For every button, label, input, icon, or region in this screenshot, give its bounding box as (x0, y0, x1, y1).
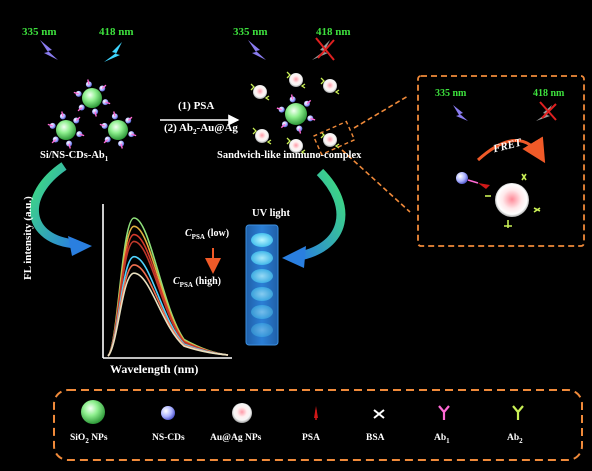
bsa-icon (373, 409, 385, 419)
legend-label-main: Ab (434, 433, 447, 443)
zoom-wavelength-335: 335 nm (435, 88, 467, 99)
legend-box (53, 389, 583, 461)
fret-zoom-panel (417, 75, 585, 247)
reaction-step-ab2: (2) Ab2-Au@Ag (164, 122, 238, 137)
zoom-connector-top (353, 95, 409, 129)
legend-label-main: Ab (507, 433, 520, 443)
left-complex-label: Si/NS-CDs-Ab1 (40, 150, 109, 164)
wavelength-335-mid: 335 nm (233, 26, 268, 38)
zoom-au-ag-nanoparticle-icon (485, 173, 541, 228)
chart-y-label: FL intensity (a.u.) (22, 196, 34, 280)
cuvette-well-2 (251, 251, 273, 265)
sio2-particle-top (73, 79, 111, 117)
legend-label-4: PSA (302, 433, 320, 443)
legend-label-main: SiO (70, 433, 86, 443)
c-psa-high-label: CPSA (high) (173, 276, 221, 289)
reaction-step-psa: (1) PSA (178, 100, 215, 112)
fl-spectrum-chart (102, 204, 232, 359)
chart-x-label: Wavelength (nm) (110, 362, 199, 376)
lightning-335-mid-icon (248, 40, 266, 60)
lightning-418-mid-blocked-icon (312, 37, 335, 61)
cuvette-well-4 (251, 287, 273, 301)
legend-label-main: Au@Ag NPs (210, 433, 262, 443)
legend-label-main: NS-CDs (152, 433, 185, 443)
sandwich-immuno-complex (250, 71, 340, 155)
legend-label-3: Au@Ag NPs (210, 433, 261, 443)
sio2-particle-center (276, 94, 316, 134)
au-ag-particle-4 (320, 131, 340, 149)
ns-cd-icon (161, 406, 175, 420)
legend-label-tail: NPs (88, 433, 108, 443)
au-ag-nanoparticle-icon (232, 403, 252, 423)
right-curved-arrow (298, 168, 346, 261)
lightning-335-left-icon (40, 40, 58, 60)
right-curved-arrow-head (282, 246, 306, 268)
spectrum-curves (107, 217, 229, 357)
cuvette-well-3 (251, 269, 273, 283)
wavelength-335-left: 335 nm (22, 26, 57, 38)
legend-label-6: Ab1 (434, 433, 450, 445)
wavelength-418-mid: 418 nm (316, 26, 351, 38)
sio2-particle-left (47, 111, 85, 149)
au-ag-particle-1 (250, 83, 270, 101)
fret-arrow (476, 136, 546, 164)
legend-label-1: SiO2 NPs (70, 433, 108, 445)
zoom-wavelength-418: 418 nm (533, 88, 565, 99)
spectrum-curve-4 (107, 240, 229, 357)
left-curved-arrow-head (68, 236, 92, 256)
psa-icon (314, 406, 318, 420)
au-ag-particle-2 (320, 77, 340, 95)
c-psa-low-label: CPSA (low) (185, 228, 230, 241)
wavelength-418-left: 418 nm (99, 26, 134, 38)
zoom-connector-bottom (341, 149, 411, 213)
zoom-lightning-418-blocked-icon (536, 101, 557, 121)
sio2-particle-right (99, 111, 137, 149)
zoom-selection-box (312, 120, 356, 156)
legend-label-main: BSA (366, 433, 385, 443)
zoom-ns-cd-icon (456, 172, 490, 189)
au-ag-particle-5 (286, 137, 306, 155)
sio2-nanoparticle-icon (81, 400, 105, 424)
cuvette-well-6 (251, 323, 273, 337)
ab2-icon (512, 405, 524, 420)
left-curved-arrow (29, 162, 77, 249)
cuvette-well-5 (251, 305, 273, 319)
au-ag-particle-3 (252, 127, 272, 145)
legend-label-5: BSA (366, 433, 384, 443)
right-complex-label: Sandwich-like immuno-complex (217, 150, 362, 161)
legend-label-sub: 2 (519, 436, 523, 445)
lightning-418-left-icon (104, 42, 122, 62)
legend-label-2: NS-CDs (152, 433, 185, 443)
au-ag-particle-6 (286, 71, 306, 89)
legend-label-sub: 2 (85, 436, 89, 445)
legend-label-sub: 1 (446, 436, 450, 445)
spectrum-curve-7 (107, 272, 229, 357)
spectrum-curve-3 (107, 233, 229, 357)
cuvette-well-1 (251, 233, 273, 247)
legend-label-main: PSA (302, 433, 320, 443)
spectrum-curve-2 (107, 225, 229, 357)
si-ns-cds-ab1-cluster (47, 79, 137, 149)
uv-light-label: UV light (252, 208, 291, 219)
zoom-lightning-335-icon (453, 105, 468, 121)
legend-label-7: Ab2 (507, 433, 523, 445)
ab1-icon (438, 405, 450, 420)
uv-cuvette-strip (245, 224, 279, 346)
